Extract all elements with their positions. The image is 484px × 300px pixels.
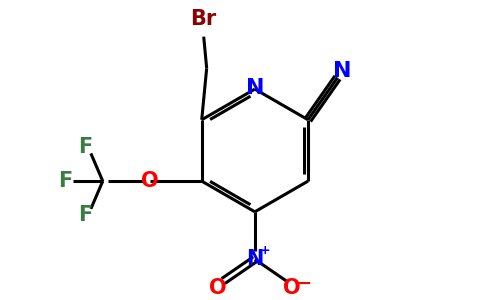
Text: F: F <box>58 171 72 191</box>
Text: F: F <box>78 205 92 225</box>
Text: N: N <box>333 61 351 81</box>
Text: Br: Br <box>191 9 217 29</box>
Text: N: N <box>246 249 264 269</box>
Text: O: O <box>210 278 227 298</box>
Text: +: + <box>259 244 270 257</box>
Text: −: − <box>296 275 311 293</box>
Text: O: O <box>283 278 300 298</box>
Text: F: F <box>78 137 92 158</box>
Text: N: N <box>245 78 264 98</box>
Text: O: O <box>141 171 159 191</box>
